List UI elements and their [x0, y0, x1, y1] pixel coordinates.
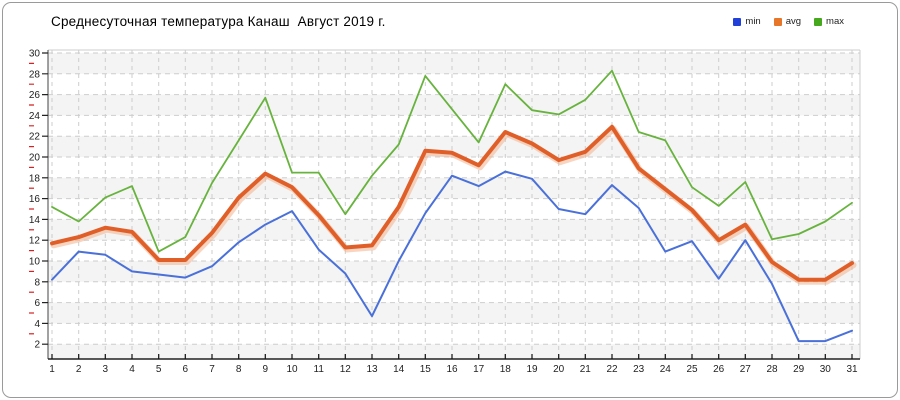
x-axis-tick-label: 22 [606, 364, 618, 375]
x-axis-tick-label: 20 [553, 364, 565, 375]
legend-item-max: max [814, 16, 844, 27]
y-axis-tick-label: 14 [29, 215, 41, 226]
plot-band [48, 94, 860, 116]
legend-swatch-max [814, 17, 823, 26]
chart-title: Среднесуточная температура Канаш Август … [51, 14, 386, 29]
x-axis-tick-label: 14 [393, 364, 405, 375]
y-axis-tick-label: 10 [29, 257, 41, 268]
y-axis-tick-label: 28 [29, 69, 41, 80]
x-axis-tick-label: 8 [236, 364, 242, 375]
x-axis-tick-label: 26 [713, 364, 725, 375]
x-axis-tick-label: 16 [446, 364, 458, 375]
x-axis-tick-label: 5 [156, 364, 162, 375]
chart-canvas: 2 4 6 8 10 12 14 16 18 20 22 24 26 28 30 1 2 3 4 5 6 7 8 9 10 11 1… [3, 3, 897, 397]
y-axis-tick-label: 30 [29, 49, 41, 60]
x-axis-tick-label: 1 [49, 364, 55, 375]
y-axis-tick-label: 4 [34, 319, 40, 330]
x-axis-tick-label: 25 [686, 364, 698, 375]
series-avg-line [50, 124, 854, 282]
x-axis-tick-label: 21 [580, 364, 592, 375]
x-axis-tick-label: 17 [473, 364, 485, 375]
legend-item-avg: avg [773, 16, 802, 27]
y-axis-tick-label: 16 [29, 194, 41, 205]
x-axis-tick-label: 30 [820, 364, 832, 375]
plot-band [48, 261, 860, 282]
y-axis-tick-label: 12 [29, 236, 41, 247]
y-axis-tick-label: 24 [29, 111, 41, 122]
x-axis-tick-label: 15 [420, 364, 432, 375]
plot-band [48, 302, 860, 324]
x-axis-tick-label: 18 [500, 364, 512, 375]
y-axis-tick-label: 22 [29, 132, 41, 143]
x-axis-tick-label: 23 [633, 364, 645, 375]
x-axis-tick-label: 31 [846, 364, 858, 375]
x-axis-tick-label: 29 [793, 364, 805, 375]
legend-label-min: min [745, 16, 761, 27]
legend-swatch-min [733, 17, 742, 26]
legend-label-max: max [826, 16, 844, 27]
plot-band [48, 344, 860, 359]
x-axis-tick-label: 6 [183, 364, 189, 375]
series-max-line [51, 69, 853, 253]
x-axis-tick-label: 19 [526, 364, 538, 375]
y-axis-tick-label: 26 [29, 90, 41, 101]
x-axis-tick-label: 28 [766, 364, 778, 375]
y-axis-tick-label: 8 [34, 277, 40, 288]
legend-item-min: min [733, 16, 761, 27]
x-axis-tick-label: 27 [740, 364, 752, 375]
x-axis-tick-label: 12 [340, 364, 352, 375]
legend-swatch-avg [773, 17, 782, 26]
x-axis-tick-label: 7 [209, 364, 215, 375]
plot-band [48, 136, 860, 157]
y-axis-tick-label: 20 [29, 153, 41, 164]
x-axis-tick-label: 3 [103, 364, 109, 375]
x-axis-tick-label: 10 [286, 364, 298, 375]
y-axis-tick-label: 6 [34, 298, 40, 309]
x-axis-tick-label: 11 [314, 364, 325, 375]
legend: min avg max [733, 16, 844, 27]
y-axis-tick-label: 18 [29, 173, 41, 184]
x-axis-tick-label: 9 [263, 364, 269, 375]
x-axis-tick-label: 13 [366, 364, 378, 375]
legend-label-avg: avg [785, 16, 802, 27]
plot-band [48, 53, 860, 74]
x-axis-tick-label: 24 [660, 364, 672, 375]
x-axis-tick-label: 2 [76, 364, 82, 375]
x-axis-tick-label: 4 [129, 364, 135, 375]
series-min-line [51, 170, 853, 343]
y-axis-tick-label: 2 [34, 340, 40, 351]
